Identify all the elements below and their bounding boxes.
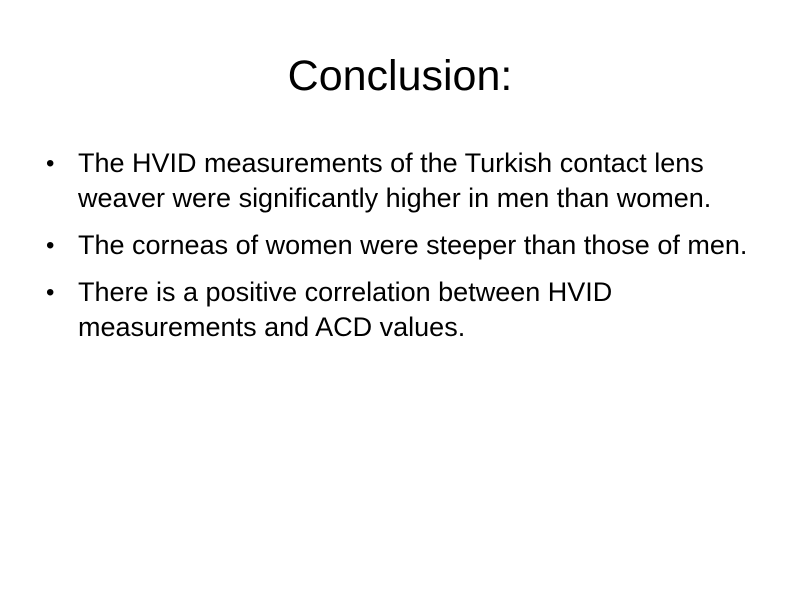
bullet-text: The corneas of women were steeper than t… (78, 230, 748, 260)
bullet-marker: • (46, 279, 55, 306)
bullet-marker: • (46, 150, 55, 177)
bullet-marker: • (46, 232, 55, 259)
bullet-text: The HVID measurements of the Turkish con… (78, 148, 712, 213)
bullet-item: • The HVID measurements of the Turkish c… (40, 146, 760, 216)
slide-title: Conclusion: (287, 52, 513, 100)
bullet-list: • The HVID measurements of the Turkish c… (40, 146, 760, 357)
bullet-item: • The corneas of women were steeper than… (40, 228, 760, 263)
bullet-text: There is a positive correlation between … (78, 277, 613, 342)
bullet-item: • There is a positive correlation betwee… (40, 275, 760, 345)
